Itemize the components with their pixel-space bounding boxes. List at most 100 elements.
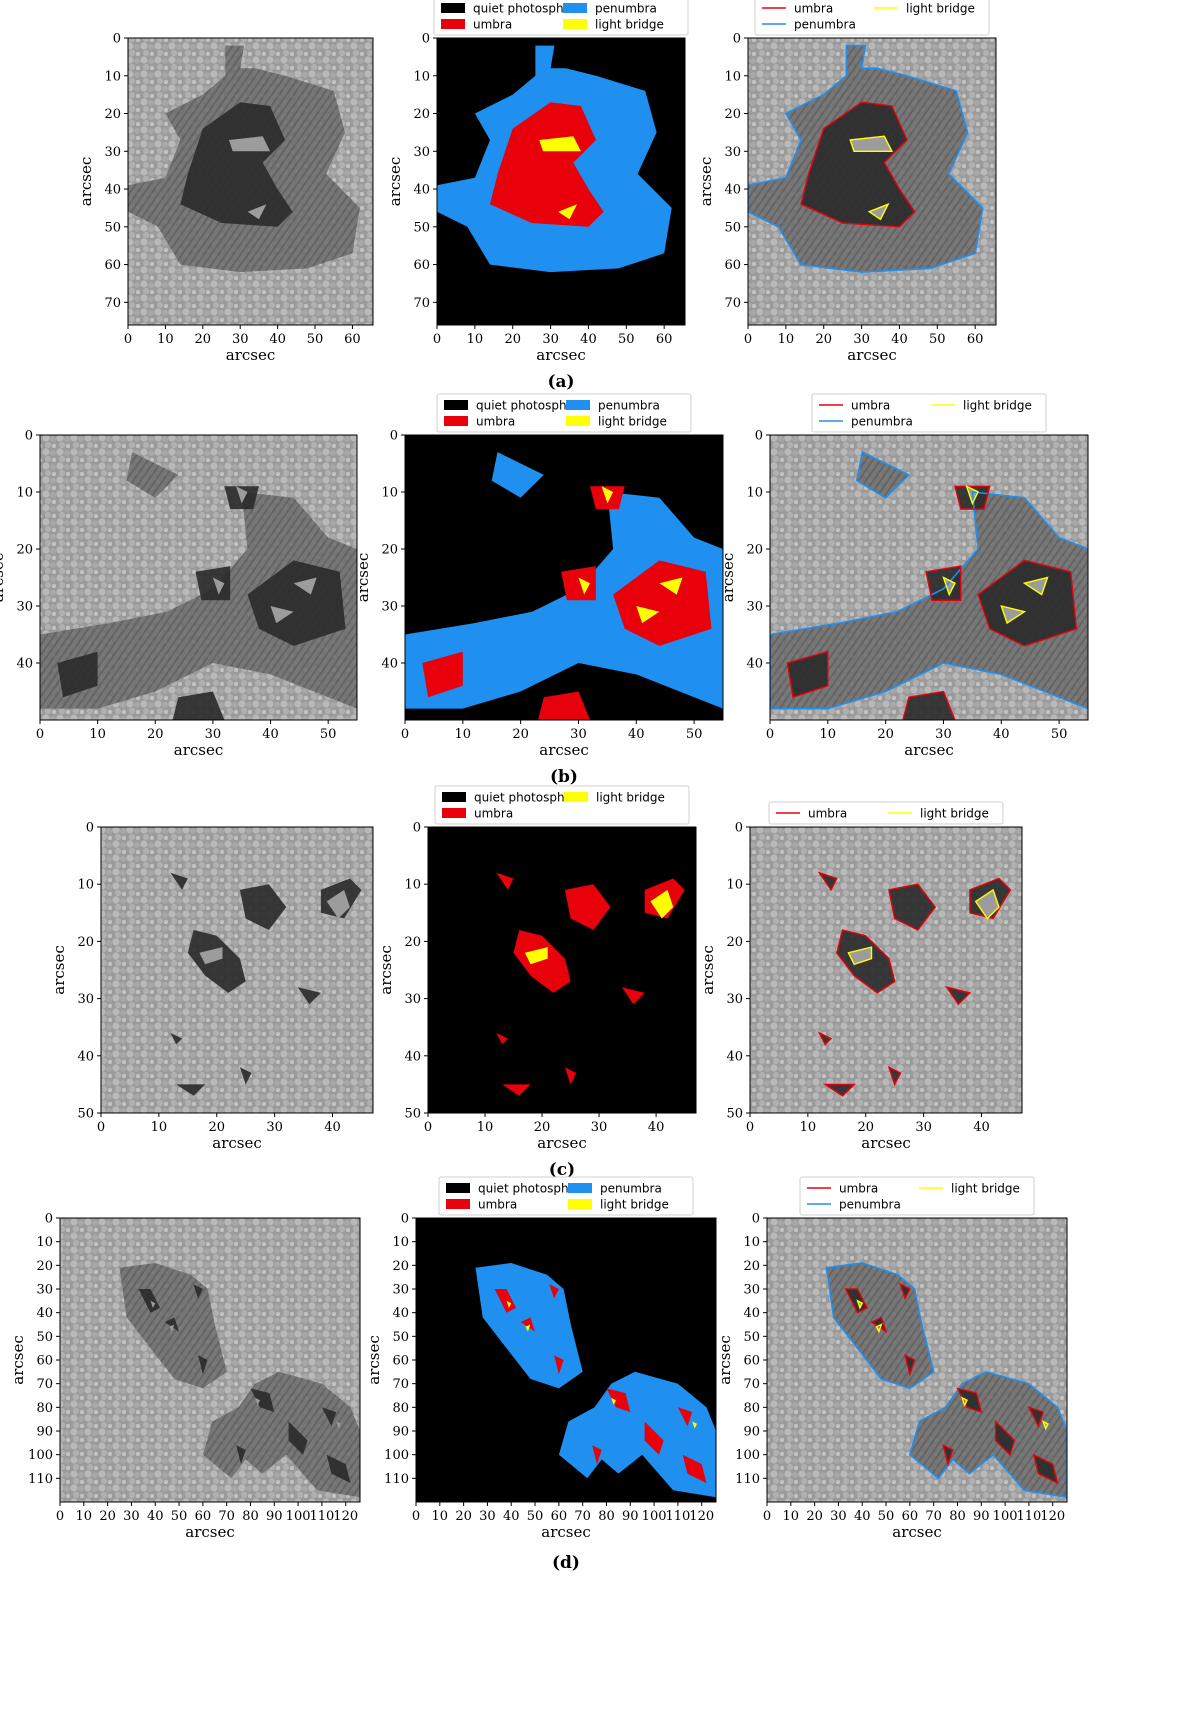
axes-frame [747, 37, 997, 326]
x-axis-label: arcsec [892, 1523, 942, 1541]
light-bridge-contour [849, 135, 894, 152]
umbra-texture [239, 884, 287, 930]
x-tick-label: 40 [628, 727, 645, 742]
legend-swatch [444, 400, 468, 410]
light-bridge-texture [229, 136, 271, 152]
continuum-panel: 0 10 20 30 40 50 60 0 10 20 30 40 50 60 70 arcsec arcsec [77, 32, 374, 364]
y-tick-label: 50 [413, 220, 430, 235]
y-tick-label: 60 [36, 1354, 53, 1369]
x-tick-label: 20 [195, 332, 212, 347]
x-tick-label: 30 [232, 332, 249, 347]
penumbra-texture [40, 492, 357, 709]
light-bridge-region [659, 577, 683, 595]
x-tick-label: 50 [618, 332, 635, 347]
y-tick-label: 0 [755, 429, 763, 444]
x-tick-label: 20 [815, 332, 832, 347]
x-tick-label: 100 [642, 1509, 667, 1524]
umbra-texture [926, 566, 961, 601]
x-tick-label: 0 [412, 1509, 420, 1524]
x-tick-label: 60 [902, 1509, 919, 1524]
panel-content [475, 1263, 716, 1498]
x-tick-label: 0 [401, 727, 409, 742]
x-tick-label: 10 [455, 727, 472, 742]
y-tick-label: 50 [743, 1330, 760, 1345]
umbra-contour [817, 1031, 833, 1046]
light-bridge-contour [965, 484, 980, 506]
x-tick-label: 120 [689, 1509, 714, 1524]
y-tick-label: 10 [392, 1235, 409, 1250]
axes-frame [39, 434, 358, 721]
y-tick-label: 70 [743, 1377, 760, 1392]
y-tick-label: 0 [733, 32, 741, 47]
light-bridge-contour [875, 1323, 883, 1334]
y-axis-label: arcsec [365, 1335, 383, 1385]
legend-swatch [568, 1199, 592, 1209]
umbra-region [520, 1317, 535, 1332]
penumbra-contour [908, 1370, 1067, 1499]
y-tick-label: 0 [390, 429, 398, 444]
light-bridge-texture [199, 947, 223, 965]
x-axis-label: arcsec [212, 1134, 262, 1152]
umbra-region [554, 1355, 564, 1375]
legend-label: light bridge [600, 1198, 669, 1212]
legend-label: light bridge [598, 415, 667, 429]
x-tick-label: 50 [307, 332, 324, 347]
axes-frame [769, 434, 1089, 721]
y-tick-label: 0 [735, 821, 743, 836]
umbra-contour [786, 650, 829, 699]
umbra-texture [195, 566, 231, 601]
y-tick-label: 40 [746, 657, 763, 672]
y-tick-label: 90 [743, 1425, 760, 1440]
axes-frame [436, 37, 686, 326]
segmentation-mask-panel: 0 10 20 30 40 0 10 20 30 40 50 arcsec arcsec quiet ph… [377, 785, 697, 1152]
x-tick-label: 40 [993, 727, 1010, 742]
y-tick-label: 30 [413, 145, 430, 160]
x-tick-label: 80 [949, 1509, 966, 1524]
light-bridge-texture [293, 577, 317, 595]
umbra-contour [904, 1353, 916, 1377]
x-tick-label: 110 [1016, 1509, 1041, 1524]
light-bridge-region [506, 1300, 512, 1308]
y-tick-label: 20 [104, 107, 121, 122]
y-tick-label: 110 [28, 1472, 53, 1487]
x-tick-label: 40 [324, 1120, 341, 1135]
row-label: (c) [549, 1160, 575, 1180]
x-tick-label: 40 [648, 1120, 665, 1135]
y-tick-label: 40 [381, 657, 398, 672]
umbra-texture [239, 1067, 252, 1085]
umbra-region [644, 1421, 664, 1455]
figure-row-4: 0 10 20 30 40 50 60 70 80 90 100110120010203040506… [9, 1176, 1068, 1573]
panel-content [128, 45, 360, 273]
umbra-texture [193, 1284, 203, 1299]
x-tick-label: 20 [806, 1509, 823, 1524]
x-axis-label: arcsec [185, 1523, 235, 1541]
y-tick-label: 60 [743, 1354, 760, 1369]
x-tick-label: 0 [744, 332, 752, 347]
light-bridge-contour [867, 202, 890, 221]
umbra-contour [945, 986, 972, 1006]
x-tick-label: 30 [830, 1509, 847, 1524]
x-tick-label: 20 [147, 727, 164, 742]
legend-label: umbra [808, 807, 847, 821]
legend-label: penumbra [598, 399, 660, 413]
x-tick-label: 50 [686, 727, 703, 742]
umbra-texture [943, 1445, 953, 1465]
light-bridge-texture [247, 204, 267, 220]
legend-label: penumbra [839, 1198, 901, 1212]
umbra-texture [288, 1421, 308, 1455]
umbra-texture [995, 1421, 1015, 1455]
continuum-panel: 0 10 20 30 40 50 60 70 80 90 100110120010203040506… [9, 1212, 361, 1541]
umbra-texture [957, 1388, 982, 1413]
umbra-contour [822, 1083, 856, 1097]
light-bridge-texture [236, 486, 248, 504]
umbra-region [592, 1445, 602, 1465]
umbra-texture [787, 651, 828, 698]
light-bridge-region [578, 577, 590, 595]
umbra-texture [297, 987, 321, 1005]
x-axis-label: arcsec [904, 741, 954, 759]
umbra-contour [887, 1065, 902, 1087]
legend-label: light bridge [951, 1182, 1020, 1196]
umbra-texture [978, 560, 1077, 646]
y-axis-label: arcsec [716, 1335, 734, 1385]
x-tick-label: 30 [915, 1120, 932, 1135]
